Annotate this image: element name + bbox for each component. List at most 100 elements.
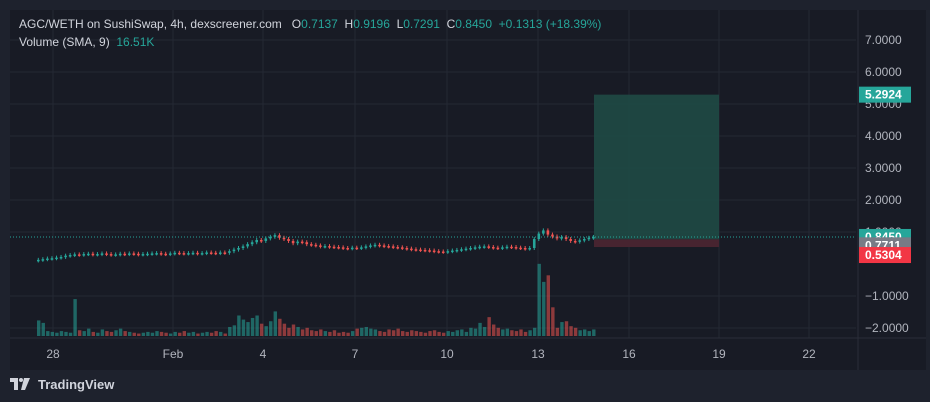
volume-bar [564,321,569,336]
price-tick-label: −2.0000 [865,321,909,335]
volume-bar [291,324,296,336]
volume-bar [464,331,469,336]
open-label: O [291,17,302,31]
volume-bar [314,331,318,336]
volume-bar [41,322,45,336]
volume-bar [373,329,378,336]
volume-bar [232,325,237,336]
volume-bar [37,320,41,336]
candle [492,247,495,249]
volume-bar [587,331,591,336]
candle [419,249,422,252]
volume-bar [64,331,68,336]
volume-bar [505,328,510,336]
volume-bar [405,331,409,336]
volume-bar [178,332,182,336]
volume-bar [259,323,264,336]
candle [219,252,222,254]
candle [396,247,400,249]
candle [432,250,436,253]
volume-bar [537,263,541,336]
volume-bar [278,318,282,336]
candle [487,246,491,248]
volume-bar [310,330,314,336]
volume-bar [332,330,337,336]
volume-bar [478,322,482,336]
volume-bar [241,319,246,336]
volume-bar [423,332,428,336]
candle [341,247,345,249]
candle [141,254,145,256]
chart-canvas[interactable]: 7.00006.00005.00004.00003.00002.00001.00… [10,10,926,370]
candle [350,247,354,250]
candle [405,248,409,250]
candle [300,241,304,244]
candle [137,253,140,256]
candle [469,248,472,250]
time-tick-label: 22 [802,347,816,361]
candle [41,259,45,261]
volume-bar [446,331,450,336]
volume-bar [528,330,532,336]
candle [228,251,231,253]
candle [46,258,49,261]
candle [191,252,195,255]
volume-bar [578,330,582,336]
candle [159,253,163,255]
candle [501,247,504,249]
volume-bar [319,329,323,336]
volume-bar [573,327,578,336]
volume-bar [346,332,350,336]
candle [164,253,167,256]
volume-bar [378,331,382,336]
candle [328,246,331,248]
candle [250,242,254,245]
volume-bar [146,331,150,336]
candle [523,248,527,250]
candle [496,247,500,250]
candle [369,245,372,247]
price-badge-label: 5.2924 [865,88,902,102]
volume-bar [396,328,400,336]
volume-bar [250,317,255,336]
loss-zone [594,239,719,248]
price-tick-label: 4.0000 [865,129,902,143]
volume-bar [55,332,59,336]
price-tick-label: −1.0000 [865,289,909,303]
candle [82,254,86,256]
volume-bar [191,331,196,336]
volume-bar [369,328,373,336]
profit-zone [594,94,719,240]
tradingview-brand[interactable]: TradingView [10,372,210,396]
price-badge [859,86,911,103]
volume-bar [428,331,432,336]
volume-bar [323,331,328,336]
volume-bar [487,317,491,336]
price-badge-label: 0.5304 [865,248,902,262]
volume-bar [82,331,86,336]
price-tick-label: 2.0000 [865,193,902,207]
volume-bar [114,330,118,336]
candle [182,253,186,255]
time-tick-label: 7 [352,347,359,361]
candle [187,253,190,255]
volume-bar [437,331,441,336]
volume-bar [123,331,127,336]
volume-bar [300,329,305,336]
volume-bar [46,331,50,336]
high-value: 0.9196 [353,17,390,31]
candle [196,252,199,255]
candlestick-chart[interactable]: 7.00006.00005.00004.00003.00002.00001.00… [10,10,926,370]
volume-bar [137,333,141,336]
candle [332,246,336,249]
candle [460,249,463,251]
candle [255,240,258,243]
candle [269,236,272,239]
candle [532,239,536,248]
candle [59,256,63,259]
volume-bar [542,281,546,336]
volume-bar [182,331,186,336]
candle [382,245,386,247]
candle [296,241,299,244]
volume-bar [469,327,473,336]
